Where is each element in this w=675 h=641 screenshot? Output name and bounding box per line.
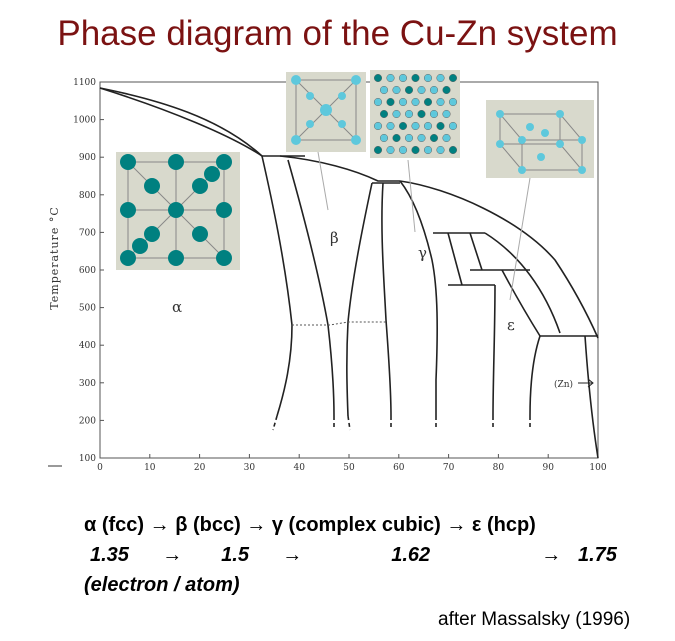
gamma-left <box>381 182 392 417</box>
x-tick-label: 10 <box>144 463 156 473</box>
zn-arrow-icon <box>578 378 594 388</box>
beta-left <box>287 159 335 417</box>
y-tick-label: 500 <box>79 304 96 314</box>
zn-solvus <box>584 335 599 459</box>
x-tick-label: 60 <box>393 463 405 473</box>
page-title: Phase diagram of the Cu-Zn system <box>57 14 618 53</box>
y-tick-label: 200 <box>79 416 96 426</box>
eutectoid-454 <box>292 321 386 326</box>
phase-label-epsilon: ε <box>507 316 515 334</box>
complex-cubic-unit-cell-image <box>370 70 460 158</box>
leader-lines <box>317 151 531 301</box>
bcc-unit-cell-image <box>286 72 366 152</box>
extrapolated-boundaries <box>272 415 531 431</box>
alpha-solvus <box>261 155 293 417</box>
y-tick-label: 600 <box>79 266 96 276</box>
fcc-unit-cell-image <box>116 152 240 270</box>
y-tick-label: 900 <box>79 153 96 163</box>
x-tick-label: 70 <box>443 463 455 473</box>
delta-left <box>447 232 463 286</box>
hcp-unit-cell-image <box>486 100 594 178</box>
gamma-right <box>399 180 438 416</box>
y-axis-ticks: 1100 1000 900 800 700 600 500 400 300 200 100 <box>73 78 104 464</box>
phase-boundaries <box>99 87 599 459</box>
electron-ratio-unit: (electron / atom) <box>84 574 240 596</box>
y-tick-label: 100 <box>79 454 96 464</box>
y-tick-label: 800 <box>79 191 96 201</box>
phase-label-zn: (Zn) <box>554 379 573 390</box>
structure-sequence: α (fcc) → β (bcc) → γ (complex cubic) → … <box>84 514 536 536</box>
beta-right <box>346 182 373 417</box>
x-tick-label: 80 <box>493 463 505 473</box>
epsilon-liquidus <box>484 232 561 334</box>
y-tick-label: 1100 <box>73 78 96 88</box>
delta-right <box>469 232 483 271</box>
source-credit: after Massalsky (1996) <box>438 609 631 630</box>
epsilon-left <box>492 284 496 417</box>
epsilon-right <box>501 269 541 417</box>
electron-ratio-sequence: 1.35 → 1.5 → 1.62 → 1.75 <box>90 544 617 566</box>
phase-label-gamma: γ <box>418 244 427 262</box>
phase-label-alpha: α <box>172 298 182 316</box>
phase-diagram: 1100 1000 900 800 700 600 500 400 300 200 100 0 10 2… <box>48 70 607 473</box>
x-tick-label: 0 <box>97 463 103 473</box>
x-tick-label: 40 <box>293 463 305 473</box>
solidus-alpha <box>99 87 263 157</box>
x-tick-label: 100 <box>589 463 606 473</box>
y-tick-label: 700 <box>79 228 96 238</box>
x-tick-label: 90 <box>542 463 554 473</box>
beta-liquidus <box>279 155 400 182</box>
y-axis-label: Temperature °C <box>48 206 61 309</box>
x-tick-label: 20 <box>194 463 206 473</box>
y-tick-label: 1000 <box>73 116 96 126</box>
x-tick-label: 50 <box>343 463 355 473</box>
liquidus-alpha <box>99 87 263 157</box>
upper-liquidus <box>399 180 599 339</box>
x-tick-label: 30 <box>244 463 256 473</box>
y-tick-label: 400 <box>79 341 96 351</box>
phase-label-beta: β <box>330 229 339 247</box>
y-tick-label: 300 <box>79 379 96 389</box>
x-axis-ticks: 0 10 20 30 40 50 60 70 80 90 100 <box>97 454 607 473</box>
